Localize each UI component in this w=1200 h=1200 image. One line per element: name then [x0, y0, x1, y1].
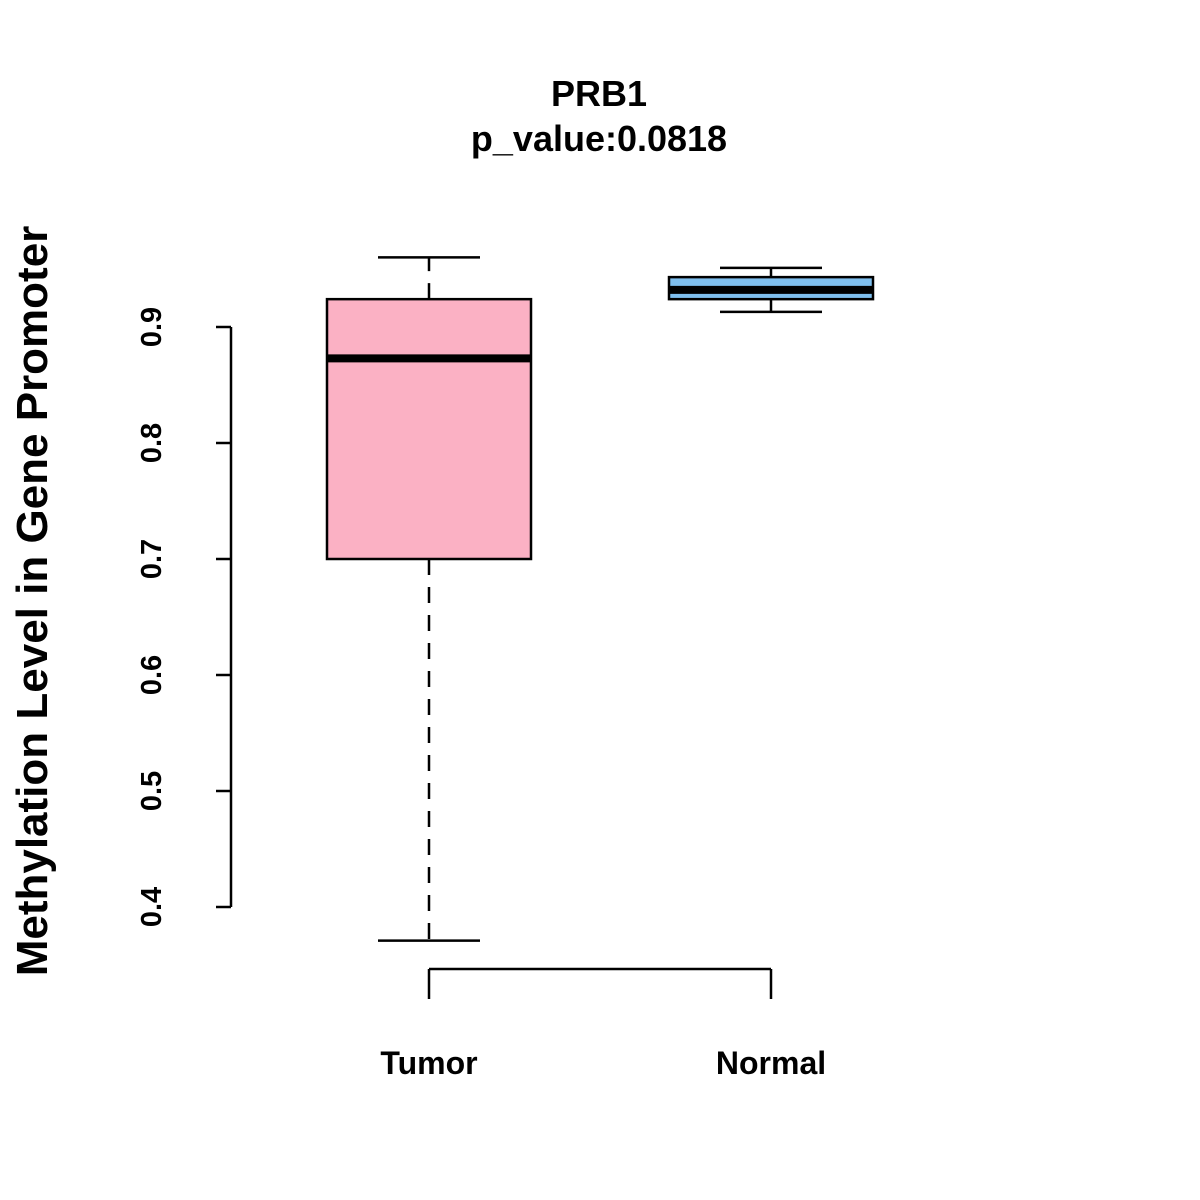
chart-title: PRB1 — [551, 73, 647, 114]
y-tick-label: 0.6 — [136, 655, 168, 695]
y-axis: 0.4 0.5 0.6 0.7 0.8 0.9 — [136, 307, 233, 927]
x-tick-label: Normal — [716, 1045, 826, 1081]
x-tick-label: Tumor — [380, 1045, 477, 1081]
chart-subtitle: p_value:0.0818 — [471, 118, 727, 159]
x-ticks: Tumor Normal — [380, 969, 826, 1081]
y-tick-label: 0.7 — [136, 539, 168, 579]
y-axis-label: Methylation Level in Gene Promoter — [8, 226, 57, 977]
iqr-box — [325, 297, 533, 561]
boxes — [325, 256, 875, 942]
y-tick-label: 0.9 — [136, 307, 168, 347]
box-normal — [667, 266, 875, 314]
y-tick-label: 0.8 — [136, 423, 168, 463]
box-tumor — [325, 256, 533, 942]
y-tick-label: 0.5 — [136, 771, 168, 811]
y-tick-label: 0.4 — [136, 887, 168, 927]
y-ticks: 0.4 0.5 0.6 0.7 0.8 0.9 — [136, 307, 231, 927]
x-axis: Tumor Normal — [380, 967, 826, 1081]
